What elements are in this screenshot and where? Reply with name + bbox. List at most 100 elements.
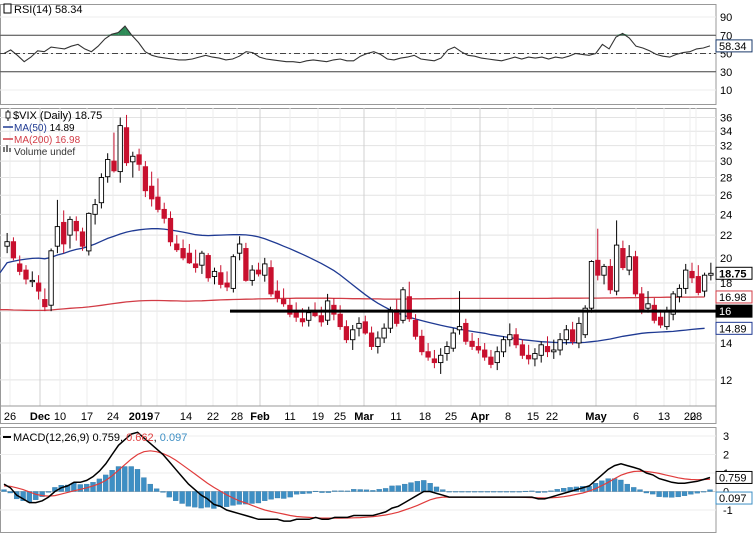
macd-histogram-bar	[192, 491, 198, 508]
candlestick	[130, 151, 136, 178]
candle-body	[224, 282, 230, 288]
macd-histogram-bar	[115, 466, 122, 492]
candlestick	[601, 263, 607, 285]
candle-body	[475, 346, 482, 351]
candle-body	[519, 344, 526, 356]
candle-body	[67, 218, 73, 236]
candle-body	[199, 252, 205, 266]
price-tick-label: 36	[720, 113, 732, 125]
candle-body	[174, 243, 180, 251]
candle-body	[29, 279, 35, 283]
macd-histogram-bar	[77, 484, 83, 492]
macd-histogram-bar	[211, 491, 217, 509]
candlestick	[645, 291, 651, 313]
macd-histogram-bar	[541, 491, 548, 493]
candlestick	[419, 329, 425, 356]
candle-body	[362, 321, 368, 334]
candle-body	[262, 263, 268, 276]
macd-histogram-bar	[382, 488, 389, 492]
macd-histogram-bar	[611, 478, 618, 492]
candlestick	[406, 281, 412, 322]
candle-body	[544, 346, 551, 353]
candle-body	[425, 351, 431, 358]
price-x-tick-label: 18	[419, 411, 431, 423]
price-x-tick-label: 22	[207, 411, 219, 423]
price-tick-label: 26	[720, 190, 732, 202]
candlestick	[174, 235, 180, 252]
candle-body	[676, 287, 683, 298]
macd-histogram-bar	[669, 491, 675, 498]
macd-histogram-bar	[535, 491, 541, 493]
volume-legend-label: Volume undef	[14, 147, 75, 158]
candlestick	[205, 253, 211, 282]
candlestick	[613, 220, 620, 296]
candlestick	[67, 216, 73, 249]
rsi-legend-swatch	[3, 3, 12, 14]
candle-body	[582, 307, 588, 336]
candle-body	[601, 265, 607, 276]
candle-body	[167, 217, 174, 243]
macd-histogram-bar	[503, 491, 510, 493]
macd-histogram-bar	[281, 491, 287, 499]
candlestick	[350, 324, 356, 350]
candlestick	[111, 132, 117, 173]
candlestick	[657, 309, 664, 329]
macd-histogram-bar	[128, 466, 134, 492]
macd-histogram-bar	[39, 491, 45, 497]
rsi-tick-label: 10	[720, 85, 732, 97]
candle-body	[569, 329, 576, 342]
candle-body	[645, 303, 651, 309]
candle-body	[243, 248, 249, 281]
candlestick	[381, 323, 387, 344]
candle-body	[306, 312, 312, 321]
candlestick	[17, 255, 23, 276]
candle-body	[701, 274, 708, 292]
rsi-line	[3, 25, 711, 64]
candlestick	[149, 171, 155, 207]
macd-histogram-bar	[662, 491, 669, 498]
candle-body	[280, 299, 287, 305]
candle-body	[205, 255, 211, 279]
price-panel: 1214161820222426283032343626Dec101724201…	[0, 108, 753, 424]
candle-body	[123, 127, 130, 164]
candle-body	[92, 204, 98, 215]
macd-histogram-bar	[319, 491, 325, 493]
candle-body	[218, 272, 224, 285]
candlestick	[676, 284, 683, 303]
candle-body	[86, 212, 92, 252]
macd-histogram-bar	[351, 489, 357, 492]
candlestick	[199, 250, 205, 274]
candle-body	[482, 349, 488, 358]
candlestick	[494, 346, 500, 371]
macd-histogram-bar	[681, 491, 688, 496]
macd-histogram-bar	[605, 478, 611, 492]
candlestick	[588, 260, 595, 313]
macd-histogram-bar	[554, 489, 560, 492]
candle-body	[155, 196, 161, 210]
candle-body	[463, 322, 469, 342]
candlestick	[701, 272, 708, 297]
macd-histogram-bar	[624, 483, 630, 492]
candlestick	[105, 153, 111, 183]
candle-body	[211, 270, 218, 277]
candlestick	[557, 333, 563, 356]
macd-histogram-bar	[249, 491, 255, 504]
candle-body	[431, 358, 438, 364]
price-tick-label: 18	[720, 278, 732, 290]
ma200-legend-label: MA(200) 16.98	[14, 135, 81, 146]
macd-histogram-bar	[402, 483, 408, 492]
candle-body	[230, 256, 236, 289]
candlestick	[450, 328, 456, 352]
candlestick	[444, 341, 450, 361]
macd-tick-label: 3	[723, 431, 729, 443]
candle-body	[350, 329, 356, 341]
macd-histogram-bar	[33, 491, 39, 500]
candlestick	[576, 317, 582, 349]
candle-body	[48, 250, 54, 306]
macd-histogram-value-box	[715, 491, 753, 505]
candle-body	[299, 318, 306, 323]
ma200-line	[0, 296, 705, 312]
candle-body	[708, 272, 714, 276]
